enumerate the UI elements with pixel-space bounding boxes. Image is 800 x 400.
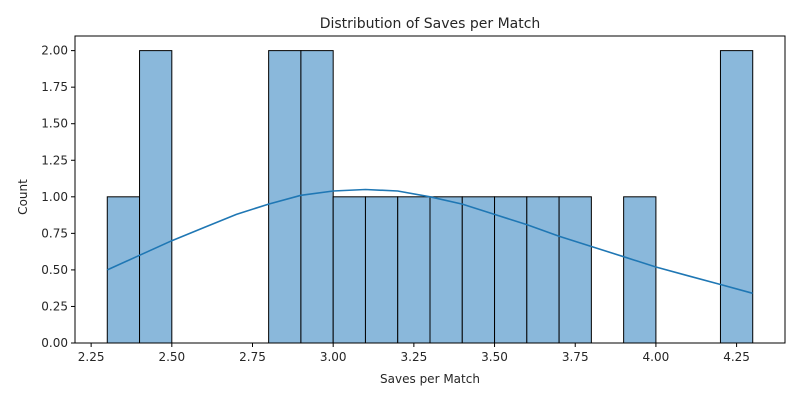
y-tick-label: 1.25 bbox=[41, 153, 68, 167]
histogram-bar bbox=[397, 196, 431, 344]
y-axis-ticks: 0.00 0.25 0.50 0.75 1.00 1.25 1.50 1.75 2.00 bbox=[41, 44, 75, 350]
x-tick-label: 2.75 bbox=[239, 350, 266, 364]
y-tick-label: 2.00 bbox=[41, 44, 68, 58]
y-tick-label: 1.75 bbox=[41, 80, 68, 94]
x-tick-label: 3.75 bbox=[562, 350, 589, 364]
x-tick-label: 2.25 bbox=[78, 350, 105, 364]
y-axis-label: Count bbox=[16, 179, 30, 215]
x-axis-ticks: 2.25 2.50 2.75 3.00 3.25 3.50 3.75 4.00 4.25 bbox=[78, 343, 750, 364]
x-tick-label: 3.25 bbox=[401, 350, 428, 364]
x-tick-label: 3.00 bbox=[320, 350, 347, 364]
chart-title: Distribution of Saves per Match bbox=[320, 16, 541, 32]
x-tick-label: 2.50 bbox=[158, 350, 185, 364]
y-tick-label: 0.25 bbox=[41, 299, 68, 313]
histogram-bar bbox=[494, 196, 528, 344]
histogram-bar bbox=[364, 196, 399, 344]
histogram-bar bbox=[558, 196, 592, 344]
histogram-bar bbox=[332, 196, 366, 344]
y-tick-label: 1.50 bbox=[41, 117, 68, 131]
histogram-bar bbox=[139, 50, 173, 344]
histogram-bar bbox=[623, 196, 657, 344]
y-tick-label: 0.00 bbox=[41, 336, 68, 350]
histogram-bar bbox=[526, 196, 560, 344]
histogram-bar bbox=[719, 50, 754, 344]
histogram-bar bbox=[429, 196, 463, 344]
histogram-bar bbox=[106, 196, 141, 344]
x-axis-label: Saves per Match bbox=[380, 372, 480, 386]
y-tick-label: 0.50 bbox=[41, 263, 68, 277]
x-tick-label: 3.50 bbox=[481, 350, 508, 364]
y-tick-label: 1.00 bbox=[41, 190, 68, 204]
x-tick-label: 4.00 bbox=[643, 350, 670, 364]
histogram-bar bbox=[461, 196, 496, 344]
y-tick-label: 0.75 bbox=[41, 226, 68, 240]
histogram-bar bbox=[300, 50, 334, 344]
plot-frame bbox=[74, 35, 786, 344]
x-tick-label: 4.25 bbox=[723, 350, 750, 364]
kde-curve bbox=[106, 188, 753, 295]
